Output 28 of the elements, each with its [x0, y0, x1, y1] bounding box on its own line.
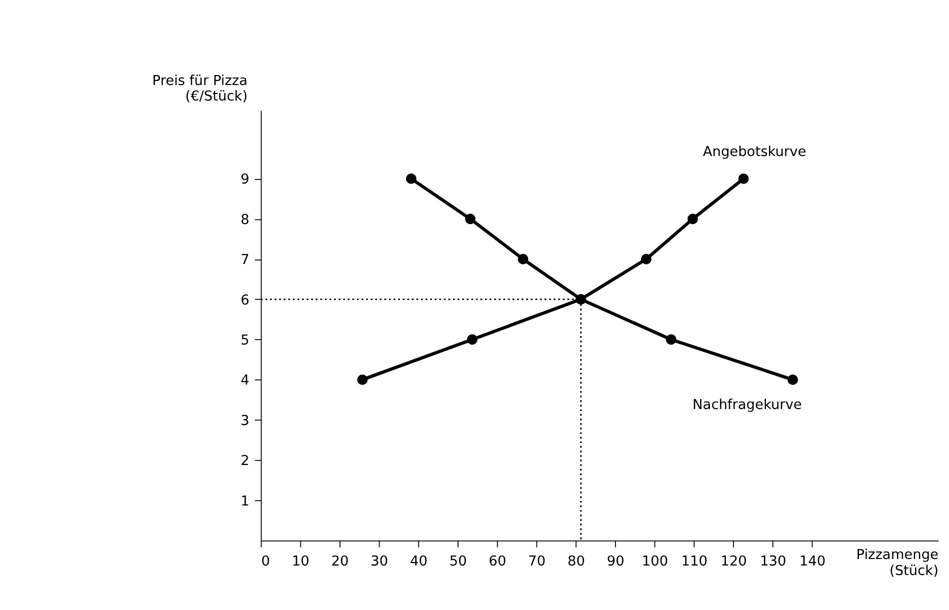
x-tick-label: 40 — [410, 554, 428, 570]
x-tick-label: 90 — [606, 554, 624, 570]
x-tick-label: 80 — [568, 554, 585, 570]
x-tick-label: 110 — [681, 554, 708, 570]
series-label: Angebotskurve — [702, 144, 806, 160]
y-tick-label: 2 — [240, 453, 250, 470]
y-tick-label: 8 — [240, 212, 250, 228]
x-tick-label: 140 — [799, 554, 826, 570]
y-tick-label: 1 — [240, 493, 250, 510]
x-tick-label: 130 — [760, 554, 786, 570]
x-tick-label: 20 — [331, 554, 349, 570]
x-tick-label: 50 — [449, 554, 467, 570]
x-tick-label: 30 — [370, 554, 388, 570]
series-label: Nachfragekurve — [692, 396, 802, 413]
x-tick-label: 10 — [292, 554, 310, 570]
y-tick-label: 4 — [240, 372, 250, 389]
y-tick-label: 6 — [240, 292, 250, 308]
x-tick-label: 70 — [528, 554, 546, 570]
x-tick-label: 120 — [720, 554, 747, 570]
x-axis-title: Pizzamenge (Stück) — [856, 547, 938, 579]
y-tick-label: 5 — [240, 332, 250, 349]
y-tick-label: 3 — [240, 412, 250, 429]
x-tick-label: 100 — [642, 554, 668, 570]
y-tick-label: 7 — [240, 252, 250, 268]
y-axis-title: Preis für Pizza (€/Stück) — [152, 73, 248, 105]
x-tick-label: 60 — [488, 554, 506, 570]
y-tick-label: 9 — [240, 172, 250, 188]
x-tick-label: 0 — [261, 554, 270, 570]
